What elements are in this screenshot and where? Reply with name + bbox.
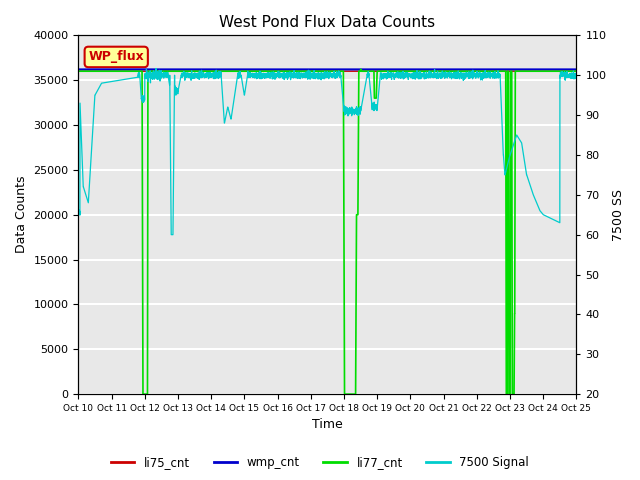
Text: WP_flux: WP_flux <box>88 50 144 63</box>
Y-axis label: Data Counts: Data Counts <box>15 176 28 253</box>
Y-axis label: 7500 SS: 7500 SS <box>612 189 625 241</box>
X-axis label: Time: Time <box>312 419 343 432</box>
Title: West Pond Flux Data Counts: West Pond Flux Data Counts <box>220 15 435 30</box>
Legend: li75_cnt, wmp_cnt, li77_cnt, 7500 Signal: li75_cnt, wmp_cnt, li77_cnt, 7500 Signal <box>106 452 534 474</box>
